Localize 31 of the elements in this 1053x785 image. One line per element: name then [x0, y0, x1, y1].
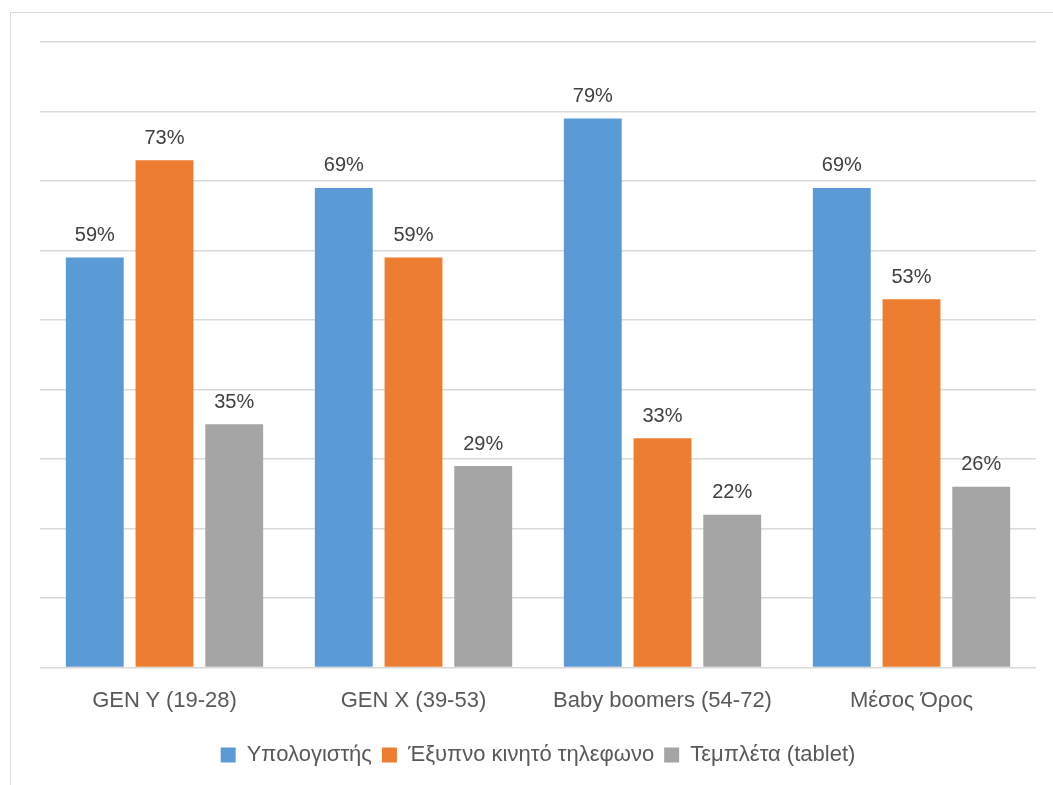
data-label: 69%	[323, 153, 365, 176]
legend-label: Έξυπνο κινητό τηλεφωνο	[406, 741, 655, 767]
legend-label: Τεμπλέτα (tablet)	[690, 741, 856, 767]
data-label: 53%	[891, 264, 932, 287]
data-label: 35%	[214, 389, 255, 412]
data-label: 79%	[572, 83, 614, 106]
bar	[812, 187, 871, 667]
bar	[65, 257, 124, 667]
x-tick-label: GEN X (39-53)	[340, 686, 487, 712]
data-label: 29%	[463, 431, 504, 454]
data-label: 22%	[712, 480, 753, 503]
data-label: 73%	[144, 125, 185, 148]
data-label: 59%	[74, 223, 116, 245]
bar	[952, 486, 1011, 667]
data-label: 26%	[961, 452, 1002, 475]
bar	[314, 187, 373, 667]
x-tick-label: Μέσος Όρος	[849, 686, 974, 712]
data-label: 69%	[821, 153, 863, 176]
bar	[135, 160, 194, 667]
x-tick-label: Baby boomers (54-72)	[553, 686, 772, 712]
bar	[633, 438, 692, 667]
bar	[563, 118, 622, 667]
legend-label: Υπολογιστής	[246, 741, 372, 767]
bar	[882, 299, 941, 667]
x-tick-label: GEN Y (19-28)	[92, 686, 237, 712]
bar	[454, 466, 513, 667]
data-label: 33%	[642, 403, 683, 426]
bar	[384, 257, 443, 667]
bar	[205, 424, 264, 667]
data-label: 59%	[393, 223, 434, 245]
bar	[703, 514, 762, 667]
